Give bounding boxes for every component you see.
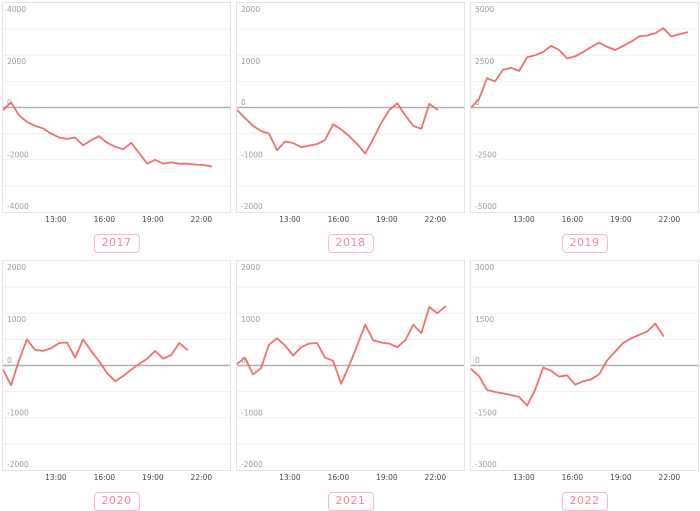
- plot-area-2019: 5000 2500 0 -2500 -5000: [470, 2, 699, 213]
- plot-area-2021: 2000 1000 0 -1000 -2000: [236, 260, 465, 471]
- y-axis-tick-label: 1000: [7, 315, 26, 324]
- y-axis-tick-label: 2000: [241, 263, 260, 272]
- y-axis-tick-label: -1000: [241, 150, 263, 159]
- y-axis-tick-label: 2000: [7, 263, 26, 272]
- y-axis-tick-label: -1000: [241, 408, 263, 417]
- y-axis-tick-label: 2000: [7, 57, 26, 66]
- x-axis-tick-label: 16:00: [93, 215, 116, 224]
- x-axis-tick-label: 16:00: [327, 473, 350, 482]
- chart-cell-2020: 2000 1000 0 -1000 -2000 13:00 16:00 19:00 22:00…: [2, 260, 231, 511]
- x-axis-tick-label: 16:00: [327, 215, 350, 224]
- series-line: [3, 101, 213, 168]
- x-axis-tick-label: 19:00: [610, 215, 632, 224]
- y-axis-tick-label: 0: [475, 98, 480, 107]
- chart-cell-2019: 5000 2500 0 -2500 -5000 13:00 16:00 19:00 22:00…: [470, 2, 699, 253]
- x-axis-tick-label: 19:00: [610, 473, 632, 482]
- y-axis-tick-label: 0: [475, 356, 480, 365]
- line-chart: 5000 2500 0 -2500 -5000: [471, 5, 698, 211]
- line-chart: 4000 2000 0 -2000 -4000: [3, 5, 230, 211]
- x-axis-tick-label: 22:00: [190, 215, 213, 224]
- x-axis-2019: 13:00 16:00 19:00 22:00: [470, 214, 699, 226]
- badge-row: 2018: [236, 234, 465, 253]
- year-badge-2019[interactable]: 2019: [561, 234, 608, 253]
- y-axis-tick-label: 1000: [241, 57, 260, 66]
- x-axis-2020: 13:00 16:00 19:00 22:00: [2, 472, 231, 484]
- badge-row: 2017: [2, 234, 231, 253]
- y-axis-tick-label: -3000: [475, 460, 497, 469]
- line-chart: 2000 1000 0 -1000 -2000: [3, 263, 230, 469]
- x-axis-tick-label: 13:00: [279, 473, 301, 482]
- x-axis-tick-label: 13:00: [279, 215, 301, 224]
- x-axis-tick-label: 22:00: [658, 215, 681, 224]
- year-badge-2021[interactable]: 2021: [327, 492, 374, 511]
- line-chart: 3000 1500 0 -1500 -3000: [471, 263, 698, 469]
- year-badge-2018[interactable]: 2018: [327, 234, 374, 253]
- x-axis-tick-label: 13:00: [513, 215, 535, 224]
- series-line: [237, 102, 439, 155]
- plot-area-2018: 2000 1000 0 -1000 -2000: [236, 2, 465, 213]
- x-axis-2021: 13:00 16:00 19:00 22:00: [236, 472, 465, 484]
- x-axis-tick-label: 16:00: [561, 473, 584, 482]
- y-axis-tick-label: -2000: [7, 460, 29, 469]
- series-line: [237, 305, 447, 385]
- y-axis-tick-label: -2000: [241, 460, 263, 469]
- badge-row: 2022: [470, 492, 699, 511]
- chart-cell-2018: 2000 1000 0 -1000 -2000 13:00 16:00 19:00 22:00…: [236, 2, 465, 253]
- x-axis-tick-label: 22:00: [424, 215, 447, 224]
- x-axis-tick-label: 19:00: [142, 473, 164, 482]
- x-axis-2017: 13:00 16:00 19:00 22:00: [2, 214, 231, 226]
- y-axis-tick-label: 0: [7, 356, 12, 365]
- x-axis-tick-label: 22:00: [190, 473, 213, 482]
- x-axis-2018: 13:00 16:00 19:00 22:00: [236, 214, 465, 226]
- y-axis-tick-label: 2500: [475, 57, 494, 66]
- series-line: [471, 322, 665, 407]
- y-axis-tick-label: -1000: [7, 408, 29, 417]
- year-badge-2020[interactable]: 2020: [93, 492, 140, 511]
- x-axis-tick-label: 19:00: [376, 215, 398, 224]
- y-axis-tick-label: -2500: [475, 150, 497, 159]
- y-axis-tick-label: 2000: [241, 5, 260, 14]
- y-axis-tick-label: 0: [241, 98, 246, 107]
- x-axis-tick-label: 13:00: [45, 473, 67, 482]
- y-axis-tick-label: 0: [7, 98, 12, 107]
- badge-row: 2020: [2, 492, 231, 511]
- y-axis-tick-label: -4000: [7, 202, 29, 211]
- badge-row: 2019: [470, 234, 699, 253]
- year-badge-2022[interactable]: 2022: [561, 492, 608, 511]
- plot-area-2017: 4000 2000 0 -2000 -4000: [2, 2, 231, 213]
- y-axis-tick-label: 4000: [7, 5, 26, 14]
- x-axis-tick-label: 19:00: [376, 473, 398, 482]
- line-chart: 2000 1000 0 -1000 -2000: [237, 263, 464, 469]
- badge-row: 2021: [236, 492, 465, 511]
- x-axis-tick-label: 19:00: [142, 215, 164, 224]
- x-axis-tick-label: 16:00: [561, 215, 584, 224]
- x-axis-tick-label: 13:00: [45, 215, 67, 224]
- x-axis-tick-label: 13:00: [513, 473, 535, 482]
- series-line: [471, 27, 689, 109]
- x-axis-2022: 13:00 16:00 19:00 22:00: [470, 472, 699, 484]
- x-axis-tick-label: 22:00: [658, 473, 681, 482]
- y-axis-tick-label: 0: [241, 356, 246, 365]
- y-axis-tick-label: 1500: [475, 315, 494, 324]
- year-badge-2017[interactable]: 2017: [93, 234, 140, 253]
- series-line: [3, 338, 189, 387]
- x-axis-tick-label: 16:00: [93, 473, 116, 482]
- chart-cell-2021: 2000 1000 0 -1000 -2000 13:00 16:00 19:00 22:00…: [236, 260, 465, 511]
- y-axis-tick-label: -1500: [475, 408, 497, 417]
- x-axis-tick-label: 22:00: [424, 473, 447, 482]
- line-chart: 2000 1000 0 -1000 -2000: [237, 5, 464, 211]
- y-axis-tick-label: 3000: [475, 263, 494, 272]
- chart-cell-2017: 4000 2000 0 -2000 -4000 13:00 16:00 19:00 22:00…: [2, 2, 231, 253]
- y-axis-tick-label: 1000: [241, 315, 260, 324]
- plot-area-2020: 2000 1000 0 -1000 -2000: [2, 260, 231, 471]
- y-axis-tick-label: -2000: [7, 150, 29, 159]
- chart-cell-2022: 3000 1500 0 -1500 -3000 13:00 16:00 19:00 22:00…: [470, 260, 699, 511]
- y-axis-tick-label: 5000: [475, 5, 494, 14]
- y-axis-tick-label: -2000: [241, 202, 263, 211]
- y-axis-tick-label: -5000: [475, 202, 497, 211]
- plot-area-2022: 3000 1500 0 -1500 -3000: [470, 260, 699, 471]
